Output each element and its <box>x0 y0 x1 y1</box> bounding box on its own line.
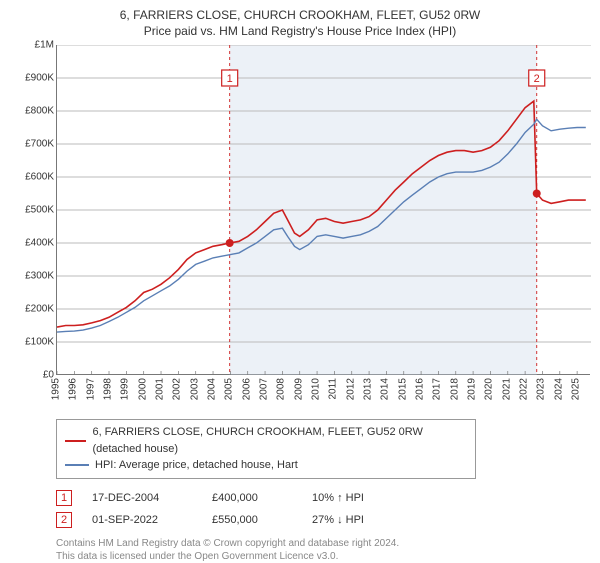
x-tick-label: 2002 <box>172 378 183 400</box>
x-tick-label: 2015 <box>397 378 408 400</box>
events-table: 1 17-DEC-2004 £400,000 10% ↑ HPI 2 01-SE… <box>56 487 590 531</box>
x-tick-label: 2023 <box>536 378 547 400</box>
y-tick-label: £400K <box>25 238 54 249</box>
y-tick-label: £200K <box>25 304 54 315</box>
svg-text:2: 2 <box>534 73 540 85</box>
event-price-1: £400,000 <box>212 492 292 504</box>
x-tick-label: 2000 <box>137 378 148 400</box>
y-axis-labels: £0£100K£200K£300K£400K£500K£600K£700K£80… <box>10 45 56 375</box>
x-tick-label: 2018 <box>449 378 460 400</box>
x-tick-label: 2021 <box>501 378 512 400</box>
title-line2: Price paid vs. HM Land Registry's House … <box>10 24 590 40</box>
chart-titles: 6, FARRIERS CLOSE, CHURCH CROOKHAM, FLEE… <box>10 8 590 39</box>
plot-svg: 12 <box>57 45 591 375</box>
y-tick-label: £600K <box>25 172 54 183</box>
x-tick-label: 2014 <box>380 378 391 400</box>
legend-swatch-1 <box>65 440 86 442</box>
x-axis-labels: 1995199619971998199920002001200220032004… <box>56 375 590 415</box>
y-tick-label: £300K <box>25 271 54 282</box>
footer-line2: This data is licensed under the Open Gov… <box>56 550 590 563</box>
event-date-2: 01-SEP-2022 <box>92 514 192 526</box>
x-tick-label: 2004 <box>207 378 218 400</box>
x-tick-label: 2022 <box>519 378 530 400</box>
legend: 6, FARRIERS CLOSE, CHURCH CROOKHAM, FLEE… <box>56 419 476 479</box>
event-pct-2: 27% ↓ HPI <box>312 514 412 526</box>
x-tick-label: 2011 <box>328 378 339 400</box>
x-tick-label: 2003 <box>189 378 200 400</box>
x-tick-label: 2007 <box>259 378 270 400</box>
x-tick-label: 1999 <box>120 378 131 400</box>
x-tick-label: 1997 <box>85 378 96 400</box>
plot-area: 12 <box>56 45 590 375</box>
event-date-1: 17-DEC-2004 <box>92 492 192 504</box>
x-tick-label: 1996 <box>68 378 79 400</box>
legend-swatch-2 <box>65 464 89 466</box>
x-tick-label: 2010 <box>311 378 322 400</box>
y-tick-label: £800K <box>25 106 54 117</box>
x-tick-label: 1998 <box>103 378 114 400</box>
x-tick-label: 2006 <box>241 378 252 400</box>
x-tick-label: 2016 <box>415 378 426 400</box>
legend-item-2: HPI: Average price, detached house, Hart <box>65 457 467 474</box>
x-tick-label: 2017 <box>432 378 443 400</box>
x-tick-label: 2005 <box>224 378 235 400</box>
y-tick-label: £100K <box>25 337 54 348</box>
x-tick-label: 2025 <box>571 378 582 400</box>
x-tick-label: 2009 <box>293 378 304 400</box>
x-tick-label: 2001 <box>155 378 166 400</box>
y-tick-label: £1M <box>35 40 54 51</box>
event-row-2: 2 01-SEP-2022 £550,000 27% ↓ HPI <box>56 509 590 531</box>
chart-container: £0£100K£200K£300K£400K£500K£600K£700K£80… <box>10 45 590 415</box>
y-tick-label: £500K <box>25 205 54 216</box>
x-tick-label: 2020 <box>484 378 495 400</box>
x-tick-label: 2024 <box>553 378 564 400</box>
y-tick-label: £700K <box>25 139 54 150</box>
legend-item-1: 6, FARRIERS CLOSE, CHURCH CROOKHAM, FLEE… <box>65 424 467 457</box>
legend-label-2: HPI: Average price, detached house, Hart <box>95 457 298 474</box>
event-marker-2: 2 <box>56 512 72 528</box>
footer: Contains HM Land Registry data © Crown c… <box>56 537 590 563</box>
event-marker-1: 1 <box>56 490 72 506</box>
title-line1: 6, FARRIERS CLOSE, CHURCH CROOKHAM, FLEE… <box>10 8 590 24</box>
x-tick-label: 2013 <box>363 378 374 400</box>
x-tick-label: 2019 <box>467 378 478 400</box>
event-pct-1: 10% ↑ HPI <box>312 492 412 504</box>
footer-line1: Contains HM Land Registry data © Crown c… <box>56 537 590 550</box>
event-price-2: £550,000 <box>212 514 292 526</box>
x-tick-label: 2012 <box>345 378 356 400</box>
x-tick-label: 1995 <box>51 378 62 400</box>
legend-label-1: 6, FARRIERS CLOSE, CHURCH CROOKHAM, FLEE… <box>92 424 467 457</box>
svg-text:1: 1 <box>227 73 233 85</box>
event-row-1: 1 17-DEC-2004 £400,000 10% ↑ HPI <box>56 487 590 509</box>
y-tick-label: £900K <box>25 73 54 84</box>
x-tick-label: 2008 <box>276 378 287 400</box>
